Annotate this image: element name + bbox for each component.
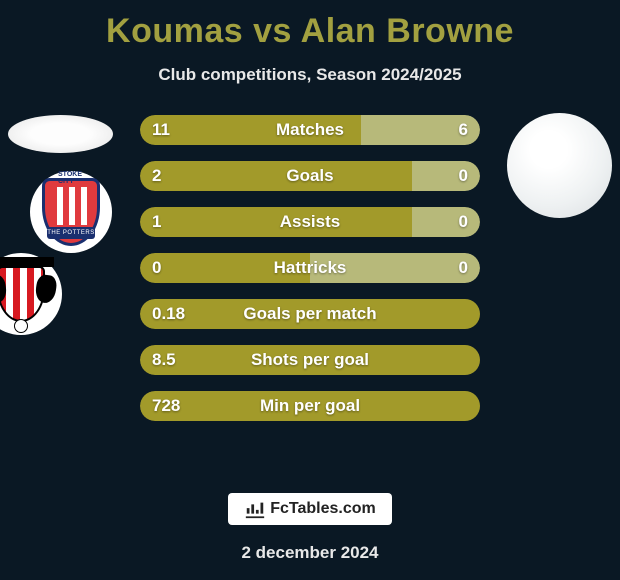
- stat-label: Matches: [140, 120, 480, 140]
- date: 2 december 2024: [0, 543, 620, 563]
- stat-row: 0Hattricks0: [140, 253, 480, 283]
- comparison-stage: STOKE CITY THE POTTERS 11Matches6 2Goals0…: [0, 105, 620, 485]
- stat-label: Min per goal: [140, 396, 480, 416]
- page-title: Koumas vs Alan Browne: [0, 0, 620, 51]
- stat-label: Goals per match: [140, 304, 480, 324]
- chart-icon: [244, 498, 266, 520]
- club-left-logo: STOKE CITY THE POTTERS: [30, 171, 112, 253]
- stat-row: 728Min per goal: [140, 391, 480, 421]
- player-left-photo: [8, 115, 113, 153]
- stat-row: 2Goals0: [140, 161, 480, 191]
- stat-label: Hattricks: [140, 258, 480, 278]
- stat-right-value: 6: [459, 120, 468, 140]
- watermark-text: FcTables.com: [270, 500, 376, 518]
- player-right-photo: [507, 113, 612, 218]
- subtitle: Club competitions, Season 2024/2025: [0, 65, 620, 85]
- stat-row: 11Matches6: [140, 115, 480, 145]
- stat-row: 8.5Shots per goal: [140, 345, 480, 375]
- stat-row: 0.18Goals per match: [140, 299, 480, 329]
- stat-right-value: 0: [459, 258, 468, 278]
- stat-label: Goals: [140, 166, 480, 186]
- stat-row: 1Assists0: [140, 207, 480, 237]
- club-right-logo: [0, 253, 62, 335]
- stat-label: Shots per goal: [140, 350, 480, 370]
- watermark: FcTables.com: [228, 493, 392, 525]
- stat-right-value: 0: [459, 212, 468, 232]
- stat-bars: 11Matches62Goals01Assists00Hattricks00.1…: [140, 115, 480, 437]
- stat-label: Assists: [140, 212, 480, 232]
- stat-right-value: 0: [459, 166, 468, 186]
